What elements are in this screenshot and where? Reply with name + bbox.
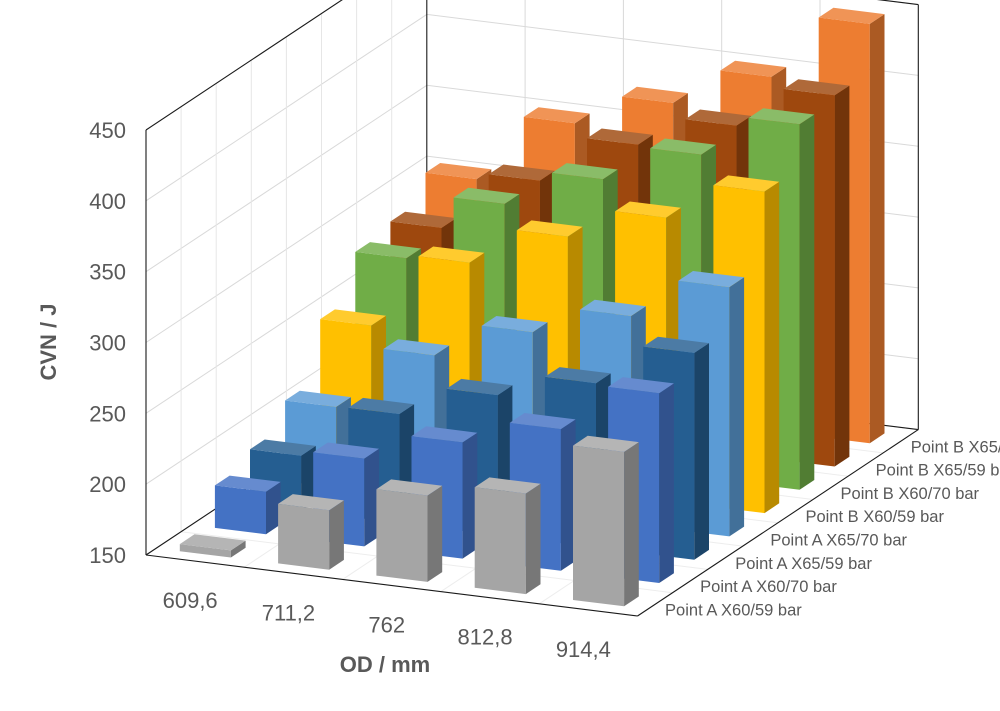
axis-frame-edge (637, 429, 919, 617)
bar-top-face (179, 534, 246, 551)
bar-side-face (729, 277, 745, 537)
bar-top-face (580, 299, 646, 316)
bar-front-face (278, 503, 330, 570)
bar-top-face (313, 442, 379, 459)
bar-top-face (411, 426, 478, 443)
bar-point-a-x60-59-bar-1 (179, 534, 246, 558)
bar-top-face (748, 108, 815, 125)
bar-front-face (573, 445, 625, 607)
bar-front-face (179, 544, 231, 558)
bar-side-face (694, 343, 709, 560)
bar-top-face (622, 86, 688, 103)
bar-point-a-x60-59-bar-4 (474, 477, 541, 595)
axis-frame-edge (145, 0, 343, 131)
bar-side-face (799, 114, 815, 490)
y-axis-title: CVN / J (36, 303, 61, 380)
bar-top-face (390, 211, 457, 228)
bar-side-face (462, 432, 478, 559)
bar-top-face (516, 220, 583, 237)
bar-top-face (587, 128, 653, 145)
y-tick-label: 150 (89, 543, 126, 568)
x-tick-label: 914,4 (556, 637, 611, 662)
bar-point-a-x60-70-bar-1 (214, 475, 281, 535)
bar-side-face (266, 481, 281, 535)
bar-top-face (608, 377, 674, 394)
series-depth-label: Point B X60/70 bar (841, 485, 980, 503)
series-depth-label: Point A X65/70 bar (770, 531, 907, 549)
bar-side-face (764, 181, 780, 514)
y-tick-label: 400 (89, 189, 126, 214)
bar-top-face (573, 435, 639, 452)
axis-frame-edge (145, 554, 638, 617)
bar-point-a-x60-59-bar-5 (573, 435, 639, 607)
bar-top-face (713, 175, 780, 192)
series-depth-label: Point A X60/59 bar (665, 601, 802, 619)
bar-top-face (355, 242, 422, 259)
bar-top-face (551, 163, 618, 180)
bar-top-face (320, 309, 386, 326)
y-tick-label: 250 (89, 401, 126, 426)
bar-side-face (525, 483, 541, 595)
bar-top-face (783, 79, 850, 96)
bar-top-face (615, 201, 681, 218)
bar-side-face (869, 14, 885, 444)
bar-top-face (544, 367, 611, 384)
series-depth-label: Point A X60/70 bar (700, 578, 837, 596)
bar-top-face (376, 479, 443, 496)
bar-top-face (643, 336, 709, 353)
bar-side-face (230, 540, 246, 558)
bar-point-a-x60-59-bar-2 (278, 494, 344, 570)
bar-point-a-x60-59-bar-3 (376, 479, 443, 582)
bar-top-face (348, 397, 415, 414)
bar-top-face (425, 163, 492, 180)
bar-top-face (214, 475, 281, 492)
bar-top-face (685, 109, 752, 126)
bar-top-face (446, 378, 513, 396)
series-depth-label: Point B X65/59 bar (876, 462, 1000, 480)
bar-front-face (376, 489, 428, 582)
bar-front-face (474, 487, 526, 595)
x-tick-label: 711,2 (262, 600, 315, 625)
bar-top-face (383, 339, 450, 356)
bar-side-face (329, 500, 344, 570)
bar-side-face (834, 85, 850, 467)
bar-side-face (364, 448, 379, 547)
series-depth-label: Point B X60/59 bar (805, 508, 944, 526)
y-tick-label: 300 (89, 331, 126, 356)
bar-side-face (427, 485, 443, 582)
bar-side-face (301, 445, 316, 511)
bar-top-face (481, 316, 548, 333)
x-tick-label: 762 (368, 613, 405, 638)
bar-top-face (678, 271, 745, 288)
bar-side-face (659, 383, 674, 583)
bar-top-face (285, 390, 351, 407)
bar-top-face (720, 60, 787, 77)
bar-top-face (509, 413, 576, 430)
x-tick-label: 812,8 (458, 625, 513, 650)
chart-labels: 150 200 250 300 350 400 450 609,6 711,2 762 812,8 9… (89, 118, 1000, 662)
bar-top-face (418, 246, 485, 263)
x-axis-title: OD / mm (340, 652, 430, 677)
bar-side-face (560, 419, 576, 571)
x-tick-label: 609,6 (163, 588, 218, 613)
chart-bars (179, 7, 885, 607)
bar-top-face (818, 7, 885, 24)
bar-top-face (650, 138, 716, 155)
y-tick-label: 200 (89, 472, 126, 497)
bar-top-face (488, 164, 555, 181)
bar-top-face (523, 107, 590, 124)
series-depth-label: Point A X65/59 bar (735, 555, 872, 573)
bar-top-face (278, 494, 344, 511)
bar-front-face (214, 485, 266, 535)
axis-frame-edge (876, 0, 919, 6)
bar-top-face (250, 439, 316, 456)
bar-side-face (624, 442, 639, 607)
bar-top-face (474, 477, 541, 494)
y-tick-label: 450 (89, 118, 126, 143)
bar-top-face (453, 187, 520, 204)
series-depth-label: Point B X65/70 bar (911, 438, 1000, 456)
y-tick-label: 350 (89, 260, 126, 285)
